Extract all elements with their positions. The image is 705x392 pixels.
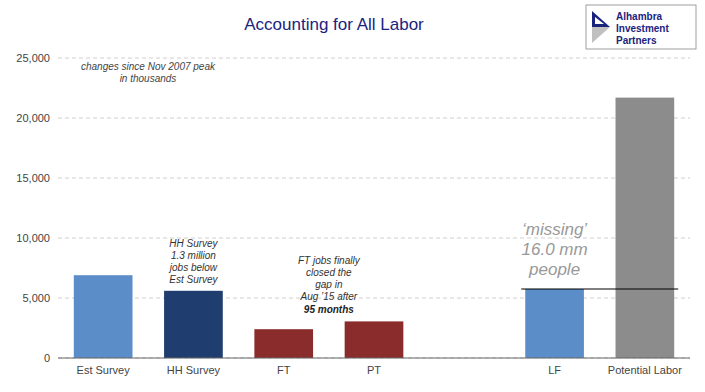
y-tick-label: 20,000: [16, 112, 50, 124]
x-tick-label: LF: [548, 364, 561, 376]
logo: AlhambraInvestmentPartners: [586, 5, 696, 49]
grid-line: [58, 238, 690, 239]
y-tick-label: 10,000: [16, 232, 50, 244]
x-tick-label: Est Survey: [77, 364, 131, 376]
y-grid: [58, 58, 690, 358]
annotation: FT jobs finallyclosed thegap inAug ’15 a…: [298, 255, 361, 302]
logo-box: [586, 5, 696, 49]
annotation: HH Survey1.3 millionjobs belowEst Survey: [168, 238, 219, 285]
x-tick-label: FT: [277, 364, 291, 376]
bar: [525, 289, 584, 358]
logo-text: Alhambra: [616, 11, 663, 22]
bar: [74, 275, 133, 358]
x-tick-label: PT: [367, 364, 381, 376]
logo-shape: [595, 17, 604, 24]
logo-shape: [592, 27, 610, 43]
logo-shape: [592, 11, 610, 27]
chart: 0 5,000 10,000 15,000 20,000 25,000 Est Survey…: [0, 0, 705, 392]
bars: [74, 98, 678, 358]
bar: [164, 291, 223, 358]
y-tick-label: 15,000: [16, 172, 50, 184]
logo-text: Partners: [616, 35, 657, 46]
annotation: 95 months: [304, 304, 354, 315]
grid-line: [58, 178, 690, 179]
x-axis-line: [58, 358, 690, 359]
title: Accounting for All Labor: [244, 15, 424, 34]
bar: [345, 321, 404, 358]
grid-line: [58, 118, 690, 119]
y-tick-label: 0: [44, 352, 50, 364]
grid-line: [58, 298, 690, 299]
bar: [616, 98, 675, 358]
subtitle: changes since Nov 2007 peakin thousands: [81, 61, 216, 84]
logo-text: Investment: [616, 23, 669, 34]
x-tick-label: Potential Labor: [608, 364, 682, 376]
y-tick-label: 5,000: [22, 292, 50, 304]
x-tick-label: HH Survey: [167, 364, 221, 376]
grid-line: [58, 58, 690, 59]
annotation: ‘missing’16.0 mmpeople: [522, 220, 588, 279]
bar: [254, 329, 313, 358]
reference-line: [521, 288, 678, 289]
grid-line: [58, 358, 690, 359]
y-tick-label: 25,000: [16, 52, 50, 64]
